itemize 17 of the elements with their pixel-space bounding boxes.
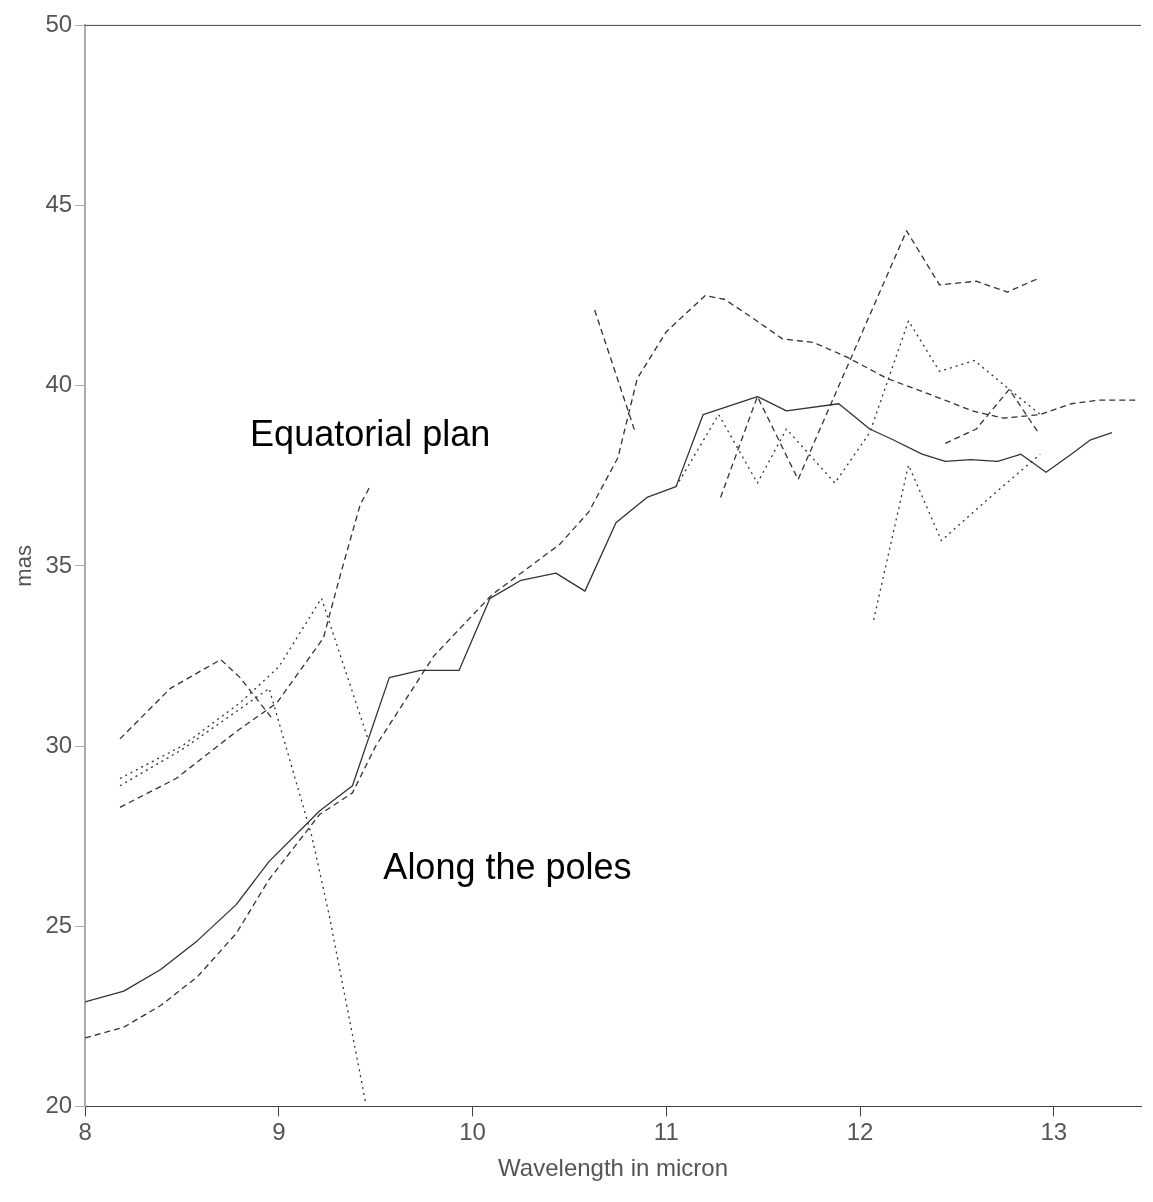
- x-tick-label: 12: [846, 1118, 874, 1146]
- x-tick-label: 13: [1040, 1118, 1068, 1146]
- y-tick-label: 35: [45, 550, 73, 578]
- y-axis-title: mas: [11, 545, 37, 587]
- annotation: Along the poles: [383, 845, 632, 887]
- y-tick-label: 25: [45, 910, 73, 938]
- y-tick-label: 50: [45, 10, 73, 38]
- y-tick-label: 40: [45, 370, 73, 398]
- x-tick-label: 10: [459, 1118, 486, 1146]
- x-tick-label: 9: [272, 1118, 286, 1146]
- x-tick-label: 8: [78, 1118, 92, 1146]
- y-tick-label: 45: [45, 190, 73, 218]
- x-axis-title: Wavelength in micron: [498, 1154, 728, 1182]
- y-tick-label: 30: [45, 730, 73, 758]
- x-tick-label: 11: [653, 1118, 679, 1146]
- annotation: Equatorial plan: [250, 413, 491, 455]
- y-tick-label: 20: [45, 1091, 73, 1119]
